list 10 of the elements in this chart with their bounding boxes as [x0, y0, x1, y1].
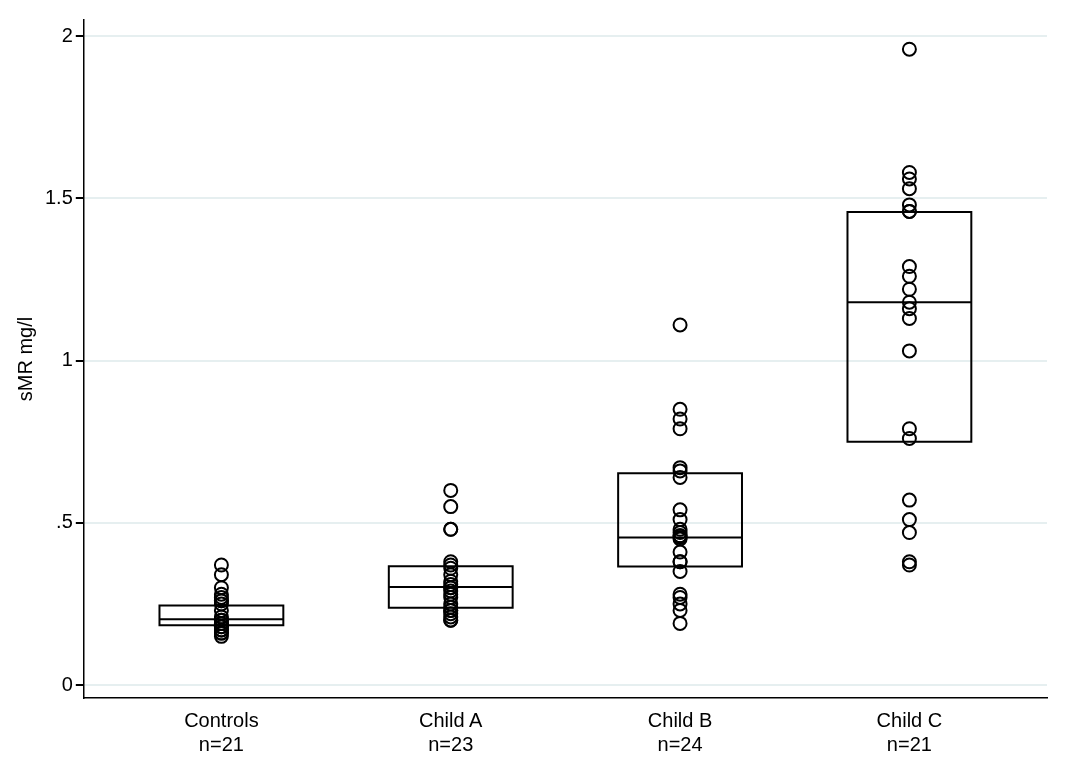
x-tick-label: Child C n=21 [876, 708, 943, 755]
y-tick-label: 2 [61, 23, 73, 46]
y-axis-title: sMR mg/l [13, 316, 36, 402]
y-tick-label: .5 [56, 510, 73, 533]
x-tick-label: Child B n=24 [647, 708, 713, 755]
y-tick-label: 0 [61, 672, 73, 695]
x-tick-label: Controls n=21 [184, 708, 259, 755]
x-tick-label: Child A n=23 [419, 708, 484, 755]
y-tick-label: 1.5 [44, 185, 73, 208]
y-tick-label: 1 [61, 348, 73, 371]
